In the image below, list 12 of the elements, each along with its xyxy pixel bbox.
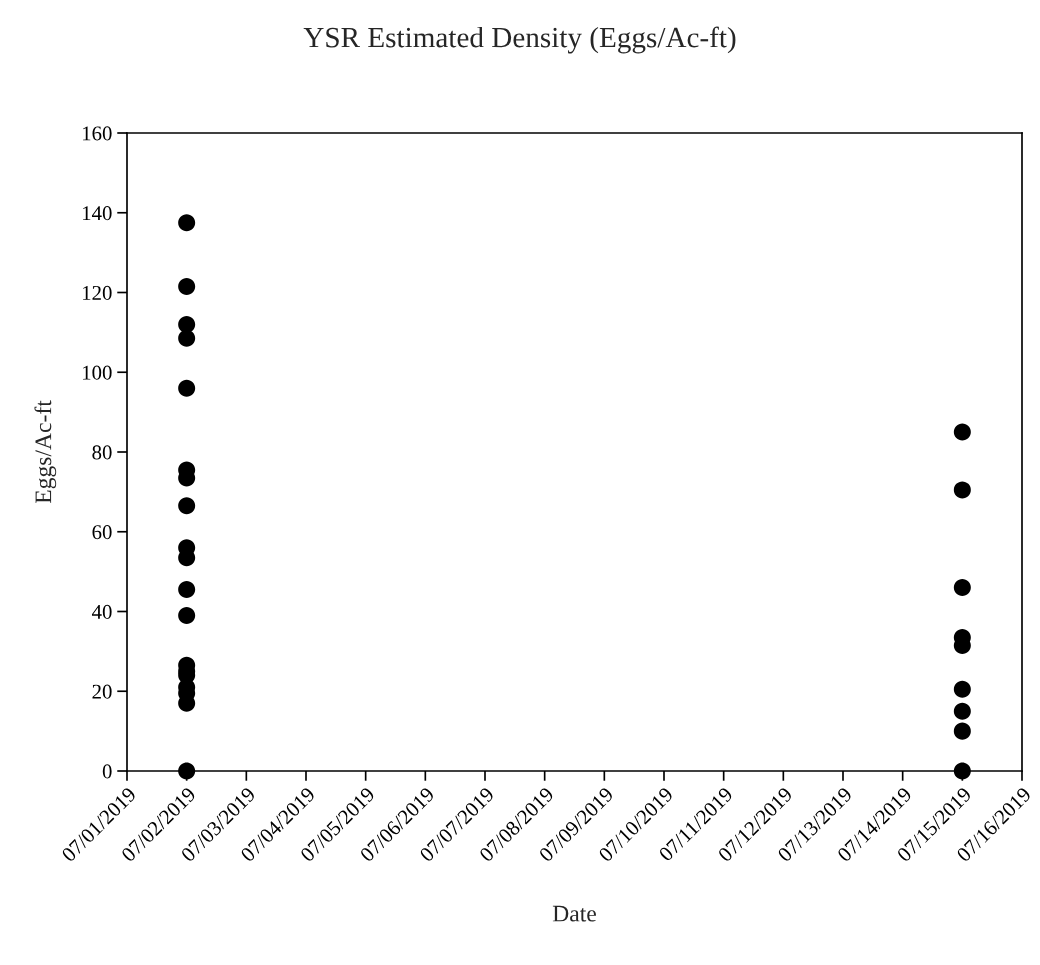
y-tick-label: 160: [83, 126, 112, 141]
y-tick-label: 120: [83, 285, 112, 300]
chart-title: YSR Estimated Density (Eggs/Ac-ft): [303, 26, 736, 54]
y-tick-label: 0: [102, 764, 112, 779]
y-tick-label: 80: [92, 445, 112, 460]
x-axis-title: Date: [552, 905, 596, 922]
y-axis-title: Eggs/Ac-ft: [34, 400, 57, 504]
y-tick-label: 140: [83, 206, 112, 221]
y-tick-label: 20: [92, 684, 112, 699]
y-tick-label: 100: [83, 365, 112, 380]
y-tick-label: 40: [91, 604, 112, 619]
y-tick-label: 60: [92, 525, 112, 540]
